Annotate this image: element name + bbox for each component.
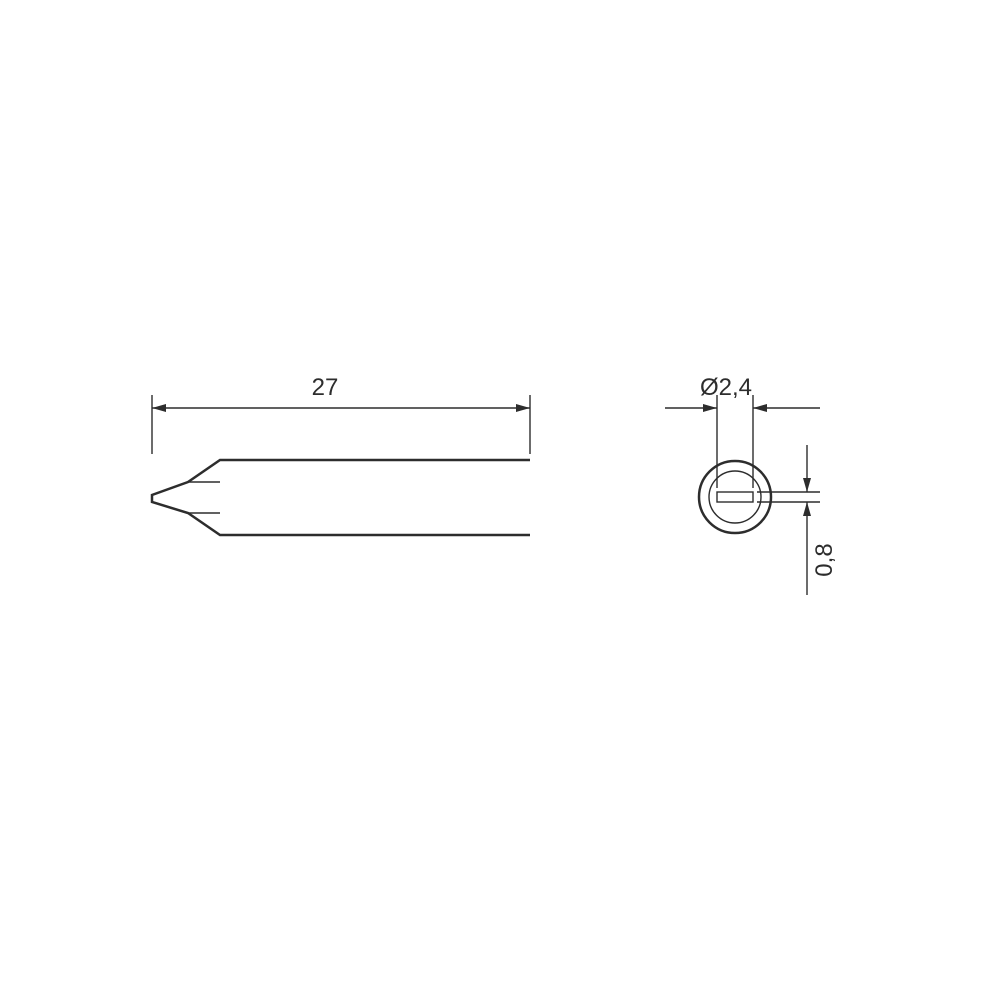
dim-slot: 0,8 [757,445,838,595]
diameter-label: Ø2,4 [700,374,752,401]
dim-length: 27 [152,374,530,454]
dim-diameter: Ø2,4 [665,374,820,488]
side-view [152,460,530,535]
end-view [699,461,771,533]
technical-drawing: 27 Ø2,4 0,8 [0,0,990,990]
length-label: 27 [312,374,339,401]
slot-label: 0,8 [811,543,838,576]
